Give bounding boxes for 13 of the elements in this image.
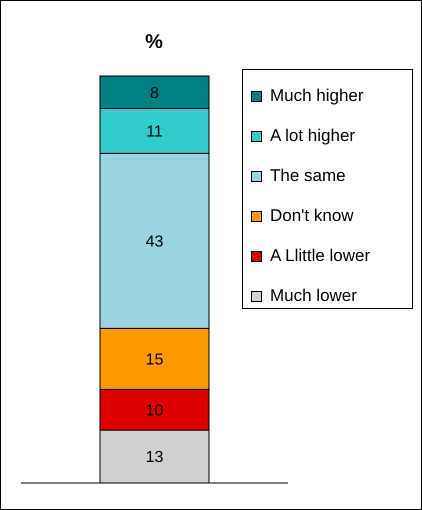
data-label: 11 bbox=[146, 124, 163, 141]
legend-label: A Llittle lower bbox=[270, 246, 370, 266]
data-label: 43 bbox=[146, 234, 164, 251]
legend-label: Don't know bbox=[270, 206, 354, 226]
data-label: 8 bbox=[150, 84, 160, 102]
data-label: 10 bbox=[146, 402, 164, 420]
data-label: 15 bbox=[146, 352, 164, 369]
legend-label: Much higher bbox=[270, 86, 364, 106]
chart-title: % bbox=[144, 31, 164, 54]
legend-label: The same bbox=[270, 166, 346, 186]
legend-label: Much lower bbox=[270, 286, 357, 306]
data-label: 13 bbox=[146, 449, 164, 466]
legend-label: A lot higher bbox=[270, 126, 356, 146]
